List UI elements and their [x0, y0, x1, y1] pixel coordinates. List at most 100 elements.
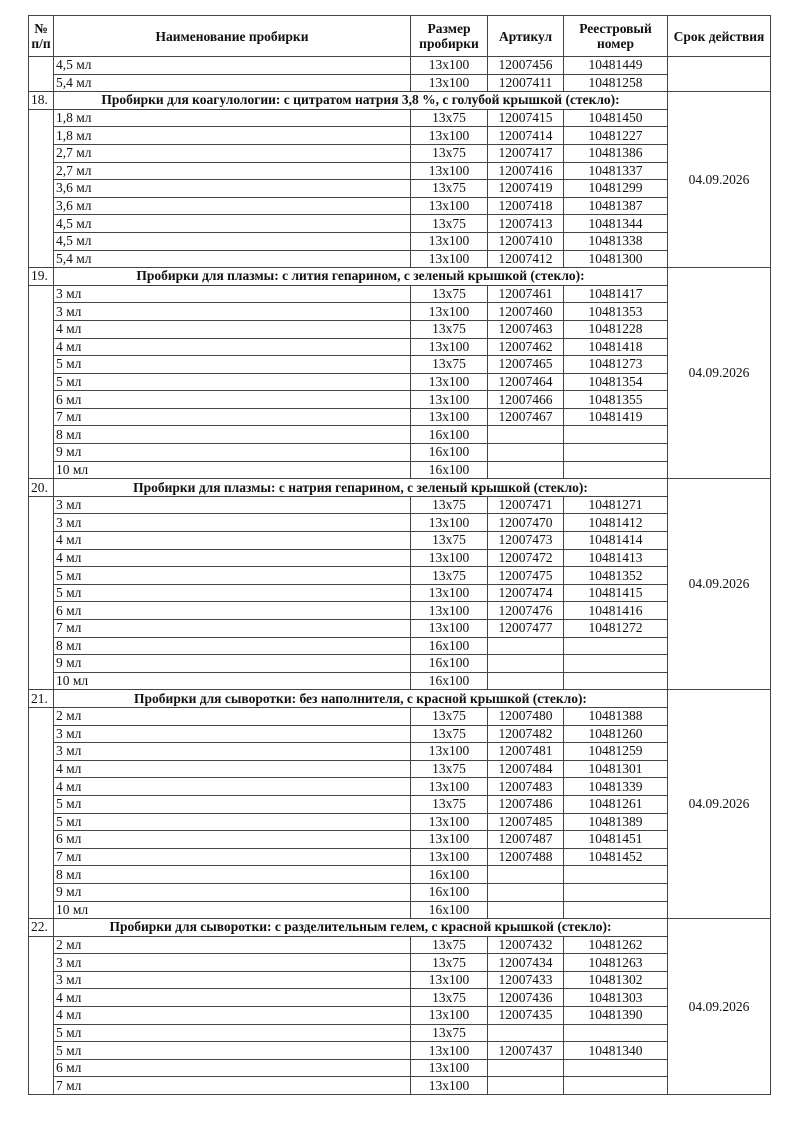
registry-cell: 10481261: [563, 794, 668, 814]
tube-name-cell: 4 мл: [53, 319, 411, 339]
registry-cell: 10481419: [563, 407, 668, 427]
tube-name-cell: 2,7 мл: [53, 161, 411, 181]
article-cell: [487, 1058, 564, 1078]
section-number: 18.: [28, 91, 54, 110]
article-cell: 12007461: [487, 284, 564, 304]
registry-cell: 10481299: [563, 179, 668, 198]
tube-size-cell: 13x100: [410, 407, 488, 427]
article-cell: 12007464: [487, 372, 564, 392]
article-cell: [487, 671, 564, 691]
expiry-cell: [667, 55, 771, 93]
registry-cell: 10481338: [563, 231, 668, 251]
table-row: 4,5 мл 13x100 12007456 10481449: [28, 55, 771, 93]
tube-size-cell: 13x100: [410, 196, 488, 216]
article-cell: 12007476: [487, 601, 564, 620]
registry-cell: [563, 425, 668, 445]
table-row: 1,8 мл 13x75 12007415 10481450: [28, 108, 771, 269]
section-title: Пробирки для сыворотки: с разделительным…: [53, 918, 668, 937]
header-expiry: Срок действия: [667, 15, 771, 57]
table-row: 2,7 мл 13x75 12007417 10481386: [29, 143, 771, 163]
table-row: 4,5 мл 13x100 12007410 10481338: [29, 231, 771, 251]
table-row: 3 мл 13x75 12007434 10481263: [29, 953, 771, 972]
table-row: 3 мл 13x75 12007461 10481417: [28, 284, 771, 480]
article-cell: 12007484: [487, 759, 564, 779]
tube-name-cell: 3 мл: [53, 970, 411, 990]
tube-size-cell: 16x100: [410, 882, 488, 902]
article-cell: 12007481: [487, 742, 564, 761]
section-number: 20.: [28, 478, 54, 497]
tube-size-cell: 16x100: [410, 425, 488, 445]
tube-name-cell: 4 мл: [53, 337, 411, 357]
table-row: 9 мл 16x100: [29, 882, 771, 902]
tube-size-cell: 16x100: [410, 443, 488, 462]
registry-cell: 10481260: [563, 724, 668, 744]
tube-size-cell: 13x100: [410, 777, 488, 796]
tube-name-cell: 3 мл: [53, 284, 411, 304]
table-row: 4,5 мл 13x75 12007413 10481344: [29, 214, 771, 233]
registry-cell: [563, 654, 668, 673]
tube-size-cell: 13x100: [410, 161, 488, 181]
tube-name-cell: 4,5 мл: [53, 231, 411, 251]
tube-size-cell: 13x100: [410, 513, 488, 533]
tube-size-cell: 13x100: [410, 847, 488, 867]
registry-cell: 10481414: [563, 531, 668, 550]
registry-cell: 10481388: [563, 706, 668, 726]
registry-cell: [563, 1076, 668, 1096]
header-size: Размер пробирки: [410, 15, 488, 57]
article-cell: 12007471: [487, 495, 564, 515]
registry-cell: 10481413: [563, 548, 668, 568]
registry-cell: 10481258: [563, 73, 668, 93]
registry-cell: [563, 443, 668, 462]
tube-size-cell: 13x75: [410, 143, 488, 163]
section-header-row: 22. Пробирки для сыворотки: с разделитель…: [28, 918, 771, 1096]
registry-cell: 10481353: [563, 302, 668, 321]
number-cell: [28, 55, 54, 93]
tube-name-cell: 5 мл: [53, 794, 411, 814]
registry-cell: [563, 460, 668, 480]
tube-name-cell: 4,5 мл: [53, 56, 411, 75]
tube-name-cell: 10 мл: [53, 900, 411, 920]
article-cell: 12007410: [487, 231, 564, 251]
table-row: 5 мл 13x75: [29, 1023, 771, 1043]
table-row: 7 мл 13x100 12007488 10481452: [29, 847, 771, 867]
article-cell: [487, 654, 564, 673]
tube-size-cell: 13x75: [410, 724, 488, 744]
tube-size-cell: 13x75: [410, 935, 488, 955]
tube-size-cell: 13x75: [410, 706, 488, 726]
expiry-cell: 04.09.2026: [667, 689, 771, 920]
registry-cell: 10481227: [563, 126, 668, 145]
registry-cell: 10481273: [563, 355, 668, 374]
registry-cell: 10481300: [563, 249, 668, 269]
table-row: 7 мл 13x100 12007467 10481419: [29, 407, 771, 427]
tube-size-cell: 13x100: [410, 56, 488, 75]
tube-size-cell: 13x100: [410, 249, 488, 269]
registry-cell: [563, 636, 668, 656]
tube-size-cell: 13x75: [410, 1023, 488, 1043]
table-row: 4 мл 13x75 12007436 10481303: [29, 988, 771, 1008]
header-article: Артикул: [487, 15, 564, 57]
tube-size-cell: 13x100: [410, 742, 488, 761]
article-cell: 12007417: [487, 143, 564, 163]
tube-size-cell: 13x100: [410, 830, 488, 849]
registry-cell: 10481352: [563, 566, 668, 585]
table-row: 3 мл 13x100 12007481 10481259: [29, 742, 771, 761]
tube-name-cell: 10 мл: [53, 671, 411, 691]
expiry-cell: 04.09.2026: [667, 267, 771, 480]
article-cell: [487, 460, 564, 480]
tube-size-cell: 13x75: [410, 284, 488, 304]
registry-cell: 10481344: [563, 214, 668, 233]
article-cell: 12007466: [487, 390, 564, 409]
table-row: 10 мл 16x100: [29, 900, 771, 920]
tube-size-cell: 13x100: [410, 73, 488, 93]
registry-cell: [563, 671, 668, 691]
registry-cell: 10481354: [563, 372, 668, 392]
table-row: 3 мл 13x100 12007460 10481353: [29, 302, 771, 321]
table-row: 8 мл 16x100: [29, 425, 771, 445]
table-row: 5,4 мл 13x100 12007412 10481300: [29, 249, 771, 269]
article-cell: 12007415: [487, 108, 564, 128]
table-row: 3 мл 13x100 12007470 10481412: [29, 513, 771, 533]
tube-size-cell: 13x100: [410, 231, 488, 251]
registry-cell: 10481337: [563, 161, 668, 181]
section-header-row: 20. Пробирки для плазмы: с натрия гепарин…: [28, 478, 771, 691]
tube-name-cell: 8 мл: [53, 865, 411, 884]
